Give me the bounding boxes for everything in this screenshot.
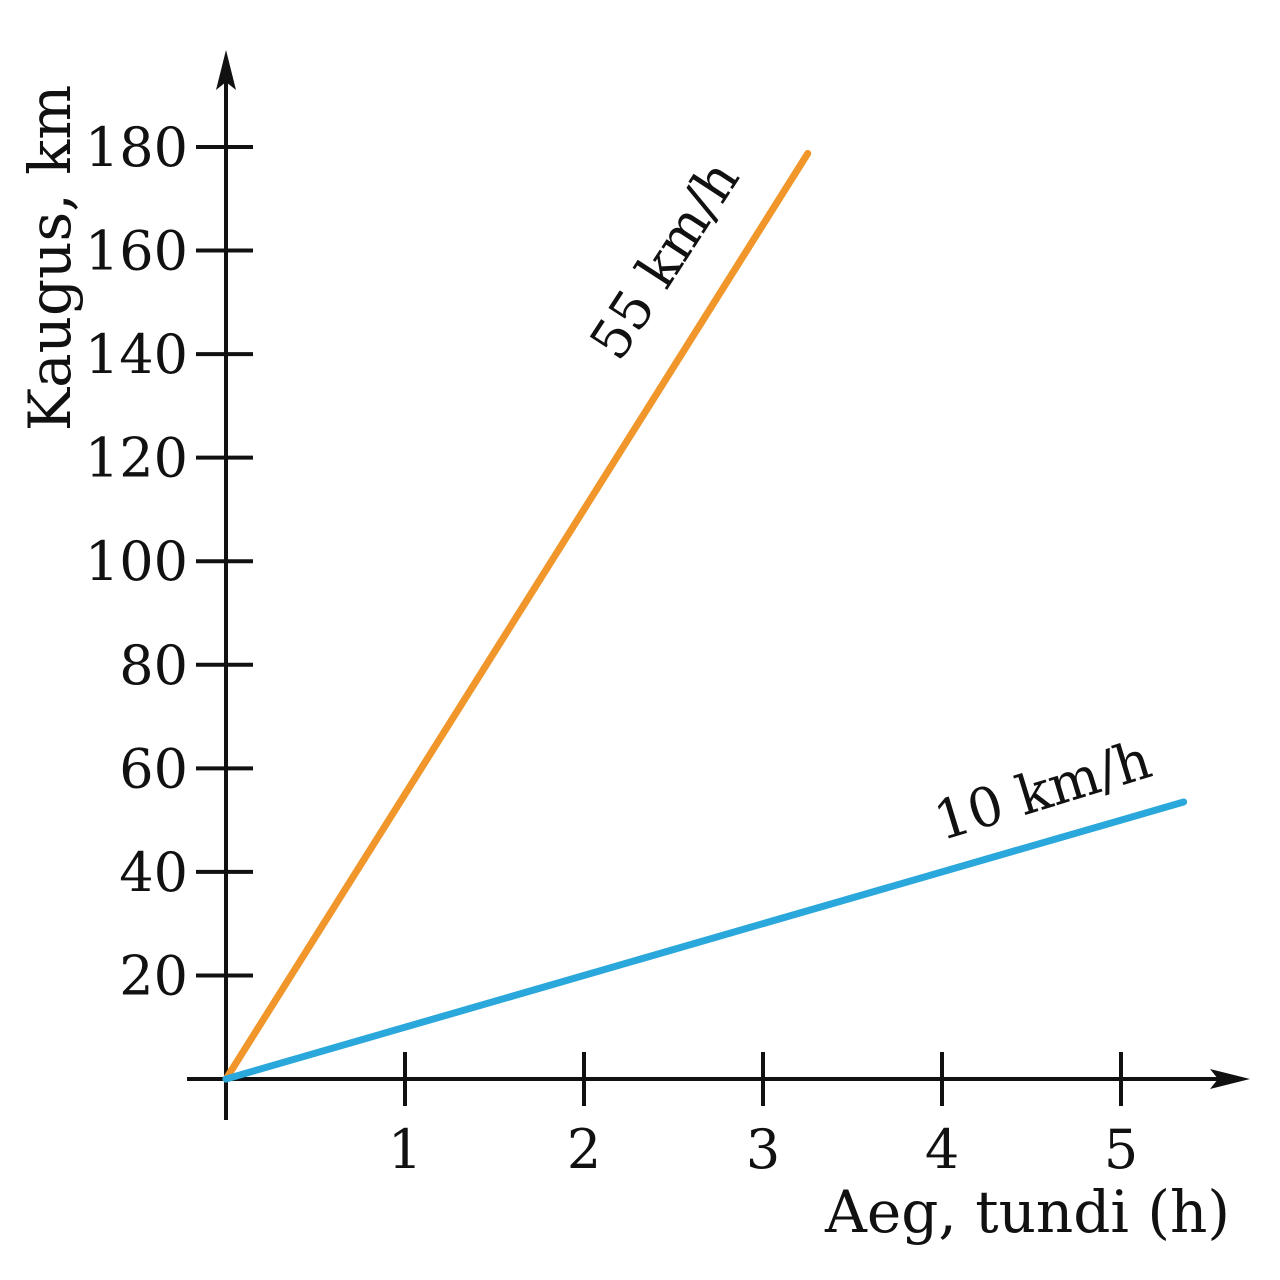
series-line-1 [222, 798, 1188, 1083]
x-tick-label: 4 [925, 1118, 959, 1181]
y-tick-label: 120 [85, 427, 188, 490]
y-tick-label: 140 [85, 323, 188, 386]
x-tick-label: 1 [388, 1118, 422, 1181]
x-axis-arrow [1210, 1069, 1250, 1089]
y-tick-label: 80 [119, 634, 188, 697]
y-axis-arrow [216, 50, 236, 90]
y-tick-label: 160 [85, 220, 188, 283]
axes [187, 50, 1250, 1120]
y-tick-label: 100 [85, 530, 188, 593]
x-tick-label: 3 [746, 1118, 780, 1181]
y-axis-label: Kaugus, km [16, 85, 84, 432]
y-tick-label: 60 [119, 737, 188, 800]
ticks: 1 2 3 4 5 20 40 60 80 100 120 140 160 180 [85, 116, 1138, 1181]
series-label-10: 10 km/h [927, 728, 1158, 853]
series-line-0 [222, 149, 812, 1083]
x-tick-label: 5 [1104, 1118, 1138, 1181]
y-tick-label: 20 [119, 944, 188, 1007]
y-tick-label: 40 [119, 841, 188, 904]
x-tick-label: 2 [567, 1118, 601, 1181]
y-tick-label: 180 [85, 116, 188, 179]
series-label-55: 55 km/h [577, 149, 751, 370]
x-axis-label: Aeg, tundi (h) [824, 1178, 1230, 1246]
series-lines [222, 149, 1188, 1083]
